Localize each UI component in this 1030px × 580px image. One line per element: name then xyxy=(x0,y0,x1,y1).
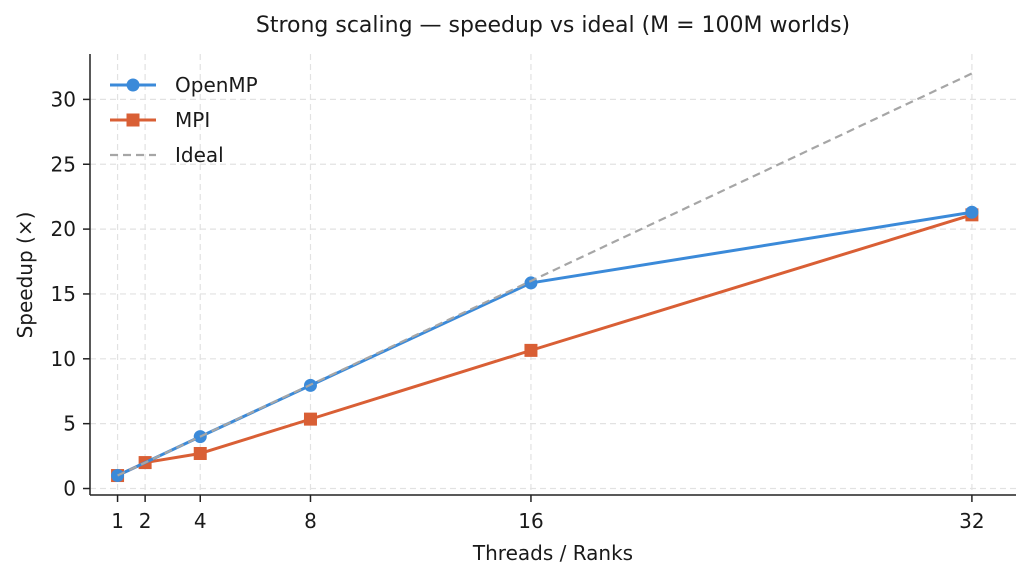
legend-label-openmp: OpenMP xyxy=(175,73,258,97)
x-tick-label: 8 xyxy=(304,509,317,533)
x-tick-label: 32 xyxy=(959,509,984,533)
ticks: 1 2 4 8 16 32 0 5 10 15 20 25 30 xyxy=(51,87,985,533)
series-mpi xyxy=(111,208,979,483)
y-tick-label: 0 xyxy=(63,477,76,501)
data-point-mpi xyxy=(524,343,538,357)
grid xyxy=(90,54,1016,495)
series-line-openmp xyxy=(116,210,973,477)
y-tick-label: 25 xyxy=(51,152,76,176)
legend-item-ideal: Ideal xyxy=(110,143,224,167)
y-tick-label: 5 xyxy=(63,412,76,436)
chart-title: Strong scaling — speedup vs ideal (M = 1… xyxy=(256,13,850,38)
series-layer xyxy=(111,72,979,483)
legend-marker-mpi xyxy=(126,113,140,127)
series-line-ideal xyxy=(117,72,973,477)
data-point-mpi xyxy=(303,412,317,426)
series-ideal xyxy=(117,72,973,477)
x-tick-label: 4 xyxy=(194,509,207,533)
x-tick-label: 2 xyxy=(139,509,152,533)
y-tick-label: 30 xyxy=(51,87,76,111)
x-axis-label: Threads / Ranks xyxy=(472,541,633,565)
y-tick-label: 10 xyxy=(51,347,76,371)
y-axis-label: Speedup (×) xyxy=(13,212,37,339)
data-point-mpi xyxy=(193,446,207,460)
legend-item-mpi: MPI xyxy=(110,108,210,132)
legend-label-mpi: MPI xyxy=(175,108,210,132)
y-tick-label: 20 xyxy=(51,217,76,241)
legend-label-ideal: Ideal xyxy=(175,143,224,167)
x-tick-label: 16 xyxy=(518,509,543,533)
axes xyxy=(89,54,1016,496)
legend-marker-openmp xyxy=(126,78,140,92)
legend-item-openmp: OpenMP xyxy=(110,73,258,97)
data-point-openmp xyxy=(965,205,979,219)
y-tick-label: 15 xyxy=(51,282,76,306)
series-line-mpi xyxy=(116,213,973,477)
legend: OpenMP MPI Ideal xyxy=(110,73,258,167)
x-tick-label: 1 xyxy=(111,509,124,533)
